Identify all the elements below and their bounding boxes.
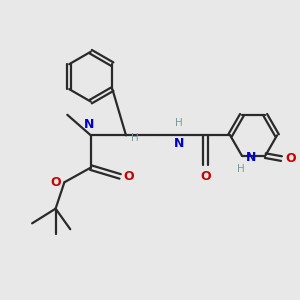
Text: N: N (174, 137, 184, 150)
Text: N: N (84, 118, 94, 131)
Text: O: O (200, 170, 211, 183)
Text: N: N (245, 151, 256, 164)
Text: H: H (131, 133, 139, 143)
Text: O: O (124, 170, 134, 183)
Text: O: O (50, 176, 61, 189)
Text: H: H (175, 118, 183, 128)
Text: H: H (236, 164, 244, 174)
Text: O: O (285, 152, 296, 165)
